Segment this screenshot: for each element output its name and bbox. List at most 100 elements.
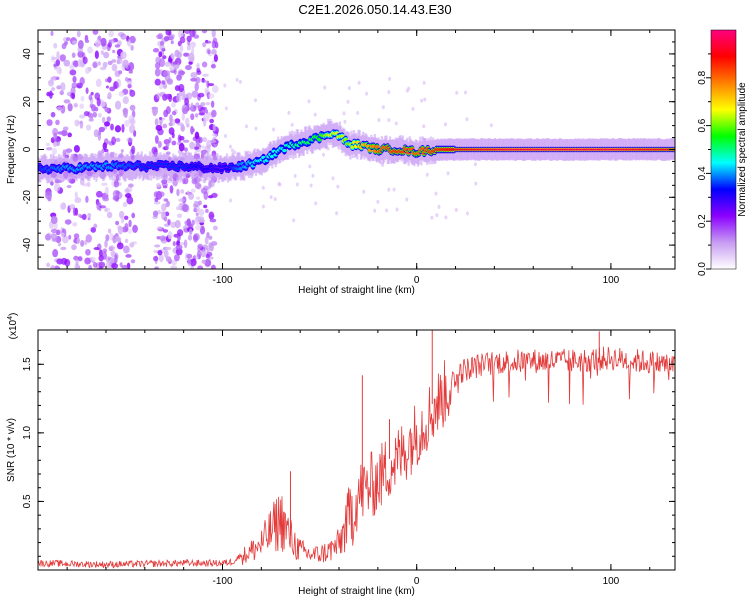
noise-point	[101, 182, 108, 186]
noise-point	[198, 112, 205, 116]
noise-point	[180, 189, 185, 194]
noise-point	[107, 92, 112, 100]
noise-point	[90, 91, 94, 96]
noise-point	[377, 118, 381, 123]
noise-point	[204, 87, 210, 94]
noise-point	[45, 147, 53, 151]
ridge-halo	[386, 140, 389, 165]
noise-point	[102, 197, 110, 202]
noise-point	[159, 235, 167, 242]
noise-point	[261, 204, 265, 209]
noise-point	[109, 257, 116, 264]
noise-point	[395, 207, 399, 212]
noise-point	[185, 64, 192, 71]
noise-point	[197, 250, 202, 258]
noise-point	[98, 254, 104, 262]
noise-point	[71, 52, 76, 58]
ridge-halo	[158, 155, 161, 180]
noise-point	[186, 253, 193, 259]
noise-point	[158, 253, 164, 263]
noise-point	[207, 195, 214, 199]
noise-point	[122, 201, 128, 208]
noise-point	[82, 56, 88, 65]
ridge-point	[317, 137, 322, 142]
noise-point	[61, 232, 65, 238]
noise-point	[425, 172, 429, 177]
noise-point	[174, 49, 180, 58]
noise-point	[172, 241, 176, 247]
noise-point	[56, 50, 60, 60]
y-tick-label: 0.5	[22, 494, 33, 508]
x-tick-label: 100	[603, 275, 620, 286]
noise-point	[343, 119, 347, 124]
noise-point	[100, 50, 104, 55]
noise-point	[190, 113, 195, 121]
noise-point	[197, 265, 204, 269]
noise-point	[129, 89, 136, 97]
noise-point	[212, 225, 218, 231]
noise-point	[194, 225, 202, 231]
noise-point	[115, 137, 121, 142]
noise-point	[186, 218, 191, 227]
noise-point	[50, 265, 56, 269]
noise-point	[93, 129, 99, 138]
noise-point	[51, 87, 56, 91]
noise-point	[79, 120, 84, 129]
noise-point	[111, 59, 117, 63]
noise-point	[88, 264, 93, 269]
noise-point	[381, 105, 385, 110]
colorbar-tick-label: 0.0	[697, 262, 708, 276]
noise-point	[170, 265, 178, 269]
ridge-halo	[207, 153, 210, 178]
noise-point	[155, 56, 162, 64]
noise-point	[176, 229, 184, 237]
noise-point	[156, 34, 163, 40]
noise-point	[102, 142, 107, 150]
noise-point	[385, 208, 389, 213]
noise-point	[126, 80, 133, 85]
noise-point	[169, 185, 174, 194]
noise-point	[129, 104, 136, 111]
noise-point	[59, 54, 66, 62]
noise-point	[411, 106, 415, 111]
noise-point	[122, 96, 129, 105]
noise-point	[115, 220, 120, 226]
y-axis-label: SNR (10 * v/v)	[6, 418, 17, 482]
noise-point	[62, 149, 67, 158]
ridge-halo	[305, 126, 308, 151]
noise-point	[104, 239, 108, 248]
noise-point	[176, 188, 180, 197]
noise-point	[50, 111, 56, 118]
noise-point	[205, 40, 212, 44]
noise-point	[70, 92, 76, 99]
noise-point	[180, 124, 185, 132]
colorbar-tick-label: 0.8	[697, 70, 708, 84]
noise-point	[128, 183, 134, 188]
ridge-halo	[327, 118, 330, 143]
noise-point	[181, 204, 189, 213]
noise-point	[188, 228, 193, 235]
noise-point	[77, 50, 84, 58]
noise-point	[170, 40, 174, 45]
noise-point	[212, 37, 218, 44]
noise-point	[176, 74, 182, 81]
colorbar-label: Normalized spectral amplitude	[737, 82, 748, 217]
noise-point	[164, 144, 170, 151]
noise-point	[197, 243, 203, 249]
noise-point	[167, 219, 171, 225]
noise-point	[128, 219, 132, 228]
noise-point	[122, 107, 129, 115]
noise-point	[124, 119, 130, 127]
noise-point	[60, 82, 66, 91]
noise-point	[73, 103, 78, 108]
noise-point	[443, 122, 447, 127]
noise-point	[53, 132, 58, 141]
noise-point	[126, 39, 132, 47]
noise-point	[74, 119, 80, 127]
noise-point	[435, 213, 439, 218]
noise-point	[95, 190, 103, 198]
noise-point	[84, 39, 90, 44]
noise-point	[154, 266, 159, 269]
noise-point	[113, 180, 120, 188]
